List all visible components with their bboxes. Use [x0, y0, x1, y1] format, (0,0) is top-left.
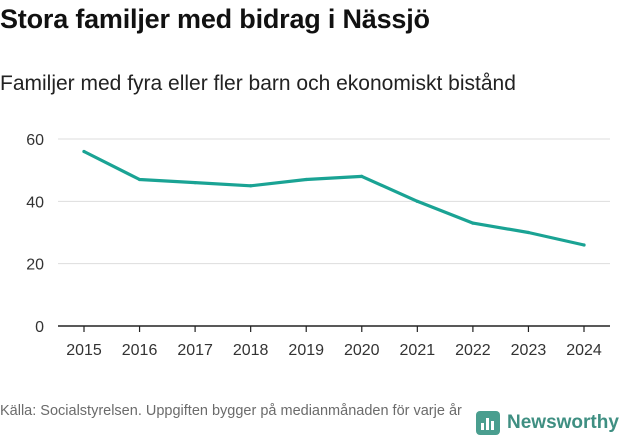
brand-logo: Newsworthy — [476, 408, 619, 438]
x-tick-label: 2016 — [122, 342, 158, 359]
x-tick-label: 2020 — [344, 342, 380, 359]
x-tick-label: 2024 — [566, 342, 602, 359]
series-line — [82, 149, 586, 247]
brand-name: Newsworthy — [507, 412, 619, 433]
x-tick-label: 2023 — [511, 342, 547, 359]
data-point — [137, 177, 142, 182]
data-point — [82, 149, 86, 154]
newsworthy-logo-icon — [476, 411, 500, 435]
x-tick-label: 2019 — [288, 342, 324, 359]
chart-subtitle: Familjer med fyra eller fler barn och ek… — [0, 72, 516, 95]
y-tick-label: 60 — [26, 132, 44, 149]
x-tick-label: 2022 — [455, 342, 491, 359]
data-point — [415, 199, 419, 203]
x-tick-label: 2018 — [233, 342, 269, 359]
data-point — [582, 243, 586, 247]
x-tick-label: 2015 — [66, 342, 102, 359]
data-point — [304, 177, 308, 182]
data-point — [193, 181, 197, 185]
line-chart: 0 20 40 60 2015 2016 2017 2018 2019 2020 2021 2022 2… — [26, 132, 610, 359]
y-tick-label: 20 — [26, 257, 44, 274]
data-point — [249, 184, 253, 188]
source-note: Källa: Socialstyrelsen. Uppgiften bygger… — [0, 403, 462, 419]
data-point — [526, 230, 531, 235]
x-tick-label: 2021 — [400, 342, 436, 359]
chart-title: Stora familjer med bidrag i Nässjö — [0, 4, 430, 34]
x-tick-label: 2017 — [177, 342, 213, 359]
data-point — [471, 221, 475, 225]
y-tick-label: 40 — [26, 194, 44, 211]
data-point — [360, 174, 364, 178]
y-tick-label: 0 — [35, 319, 44, 336]
